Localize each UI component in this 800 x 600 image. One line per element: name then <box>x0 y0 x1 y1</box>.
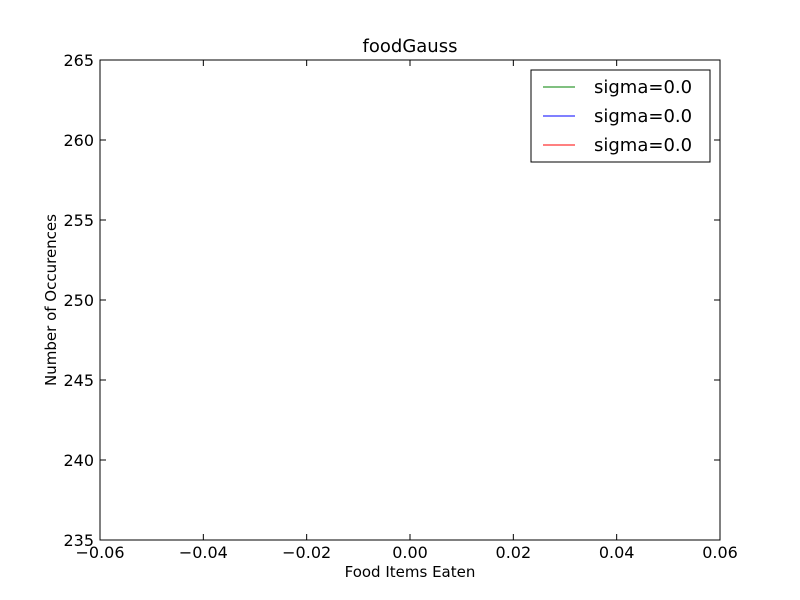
y-tick-label: 250 <box>63 291 94 310</box>
y-tick-label: 255 <box>63 211 94 230</box>
x-tick-label: 0.02 <box>496 543 532 562</box>
y-tick-label: 235 <box>63 531 94 550</box>
x-tick-label: 0.00 <box>392 543 428 562</box>
chart-title: foodGauss <box>363 36 458 57</box>
y-axis-ticks: 235 240 245 250 255 260 265 <box>63 51 720 550</box>
x-axis-label: Food Items Eaten <box>345 563 476 581</box>
x-tick-label: 0.04 <box>599 543 635 562</box>
x-tick-label: −0.06 <box>75 543 124 562</box>
y-tick-label: 260 <box>63 131 94 150</box>
legend-label-1: sigma=0.0 <box>594 77 692 98</box>
y-axis-label: Number of Occurences <box>42 214 60 386</box>
legend-label-3: sigma=0.0 <box>594 135 692 156</box>
x-tick-label: −0.04 <box>179 543 228 562</box>
x-tick-label: 0.06 <box>702 543 738 562</box>
y-tick-label: 245 <box>63 371 94 390</box>
legend-label-2: sigma=0.0 <box>594 106 692 127</box>
y-tick-label: 265 <box>63 51 94 70</box>
legend: sigma=0.0 sigma=0.0 sigma=0.0 <box>530 69 711 163</box>
x-axis-ticks: −0.06 −0.04 −0.02 0.00 0.02 0.04 0.06 <box>75 60 738 562</box>
x-tick-label: −0.02 <box>282 543 331 562</box>
y-tick-label: 240 <box>63 451 94 470</box>
